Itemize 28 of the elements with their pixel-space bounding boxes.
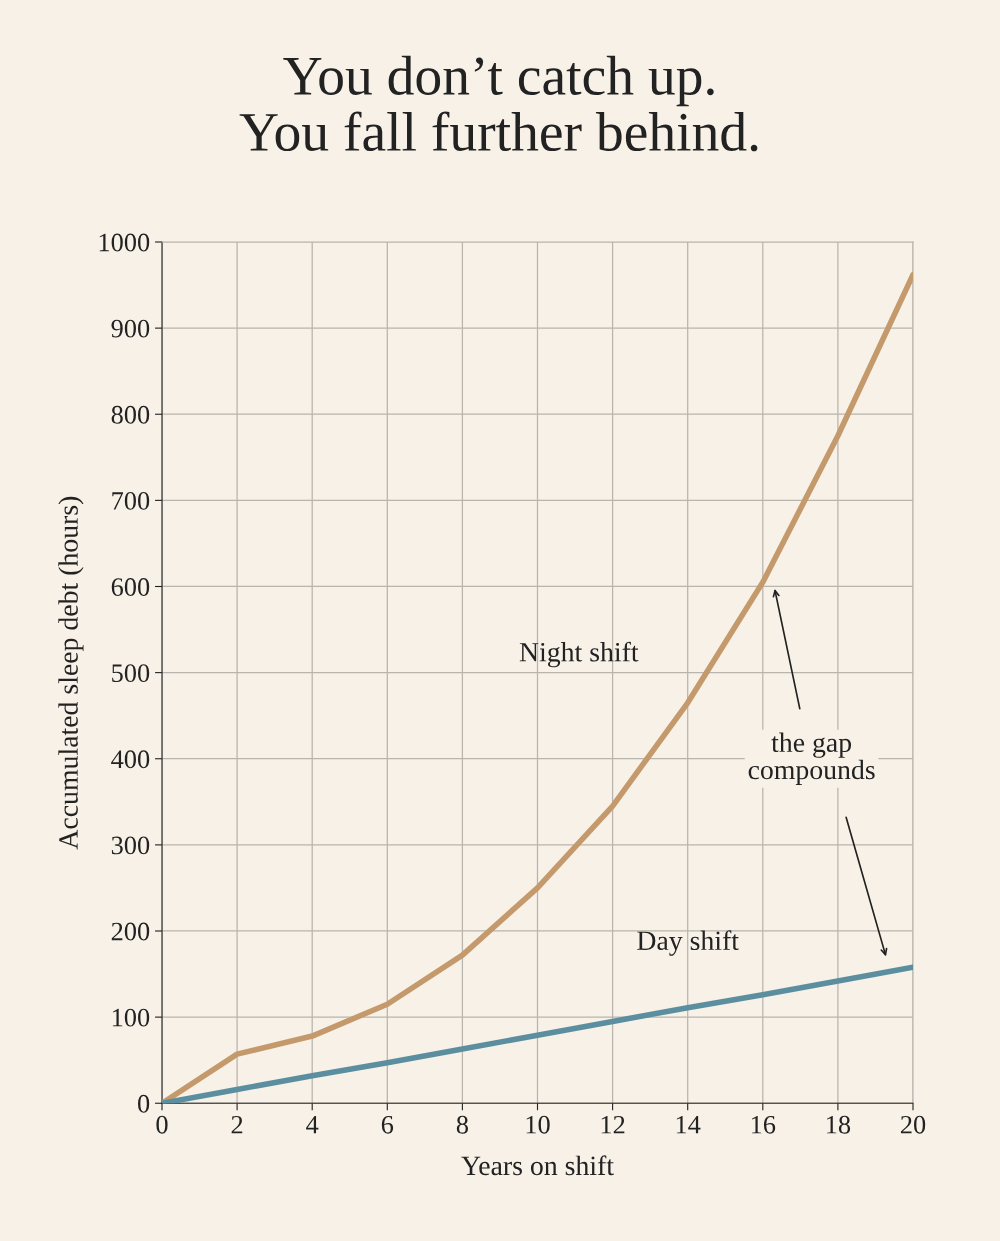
x-tick-label: 14 <box>676 1115 701 1134</box>
x-tick-label: 6 <box>381 1115 394 1134</box>
y-tick-label: 200 <box>111 922 150 941</box>
text: Night shift <box>519 641 639 668</box>
x-tick-label: 18 <box>827 1115 851 1134</box>
x-tick-label: 4 <box>306 1115 319 1134</box>
x-tick-label: 16 <box>751 1115 776 1134</box>
x-tick-label: 8 <box>456 1115 468 1134</box>
y-tick-label: 100 <box>112 1008 150 1027</box>
y-tick-label: 500 <box>112 664 150 683</box>
y-tick-label: 700 <box>112 491 150 510</box>
y-axis-title: Accumulated sleep debt (hours) <box>58 496 84 850</box>
chart-title: You don’t catch up. You fall further behind. <box>239 55 758 152</box>
x-tick-label: 2 <box>231 1115 243 1134</box>
y-tick-label: 0 <box>138 1094 150 1113</box>
x-tick-label: 20 <box>900 1115 926 1134</box>
y-tick-label: 900 <box>111 319 150 338</box>
series-label: Day shift <box>637 930 739 956</box>
y-tick-label: 400 <box>111 750 150 769</box>
x-tick-label: 10 <box>526 1115 550 1134</box>
y-tick-label: 600 <box>111 578 150 596</box>
x-axis-title: Years on shift <box>461 1155 614 1176</box>
x-tick-label: 0 <box>156 1115 168 1134</box>
annotation: the gap compounds <box>748 732 875 785</box>
y-tick-label: 300 <box>111 836 150 855</box>
y-tick-label: 800 <box>111 405 150 424</box>
y-tick-label: 1000 <box>99 233 150 252</box>
x-tick-label: 12 <box>601 1115 625 1134</box>
